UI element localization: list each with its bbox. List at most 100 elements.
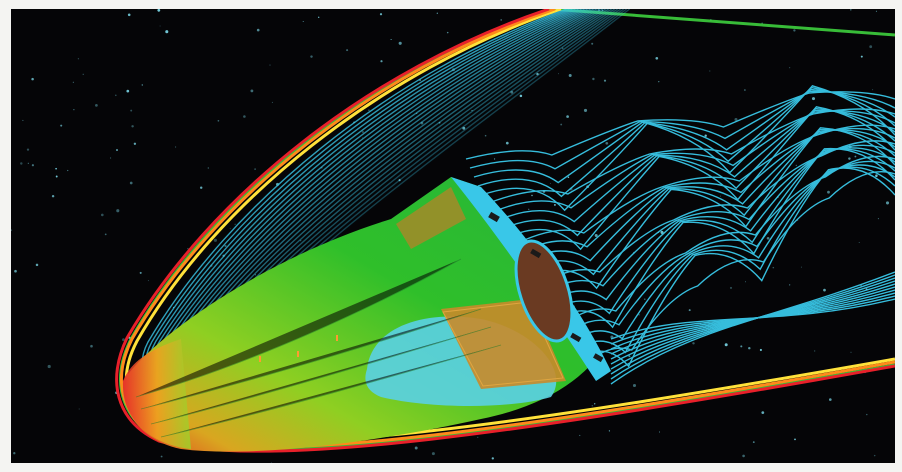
star bbox=[605, 141, 609, 145]
star bbox=[761, 22, 763, 24]
star bbox=[141, 84, 144, 86]
star bbox=[104, 233, 107, 236]
star bbox=[317, 16, 320, 19]
wake-streamline bbox=[533, 147, 895, 313]
lower-streamline bbox=[610, 283, 895, 365]
star bbox=[199, 186, 203, 189]
star bbox=[438, 121, 441, 124]
star bbox=[866, 413, 868, 416]
star bbox=[761, 411, 765, 414]
lower-streamline bbox=[610, 280, 895, 370]
star bbox=[872, 89, 874, 91]
star bbox=[688, 309, 691, 312]
star bbox=[77, 58, 80, 60]
star bbox=[254, 274, 256, 276]
star bbox=[131, 125, 134, 128]
star bbox=[398, 179, 401, 182]
star bbox=[302, 21, 304, 22]
star bbox=[528, 208, 530, 210]
star bbox=[744, 89, 746, 91]
star bbox=[436, 12, 438, 14]
star bbox=[217, 119, 220, 122]
star bbox=[27, 162, 29, 164]
star bbox=[165, 30, 169, 34]
wake-streamline bbox=[553, 164, 895, 358]
star bbox=[561, 47, 564, 50]
star bbox=[157, 9, 161, 12]
star bbox=[60, 124, 63, 127]
star bbox=[704, 134, 707, 137]
star bbox=[720, 195, 721, 197]
star bbox=[850, 9, 852, 11]
wake-streamline bbox=[517, 128, 895, 277]
star bbox=[11, 229, 13, 232]
star bbox=[592, 77, 595, 81]
star bbox=[82, 73, 84, 75]
wake-streamline bbox=[549, 160, 895, 349]
star bbox=[224, 244, 227, 248]
star bbox=[875, 10, 877, 12]
star bbox=[709, 70, 711, 72]
star bbox=[271, 101, 273, 103]
star bbox=[591, 405, 593, 407]
star bbox=[549, 182, 551, 184]
star bbox=[100, 213, 104, 217]
star bbox=[116, 149, 118, 151]
wake-streamline bbox=[545, 155, 895, 340]
star bbox=[608, 430, 611, 432]
wake-streamline bbox=[481, 85, 895, 212]
star bbox=[823, 288, 826, 292]
wake-streamline bbox=[529, 144, 895, 304]
star bbox=[583, 108, 588, 112]
star bbox=[254, 168, 256, 170]
star bbox=[379, 13, 383, 16]
star bbox=[414, 446, 418, 450]
wake-streamline bbox=[505, 124, 895, 250]
star bbox=[446, 31, 449, 34]
star bbox=[471, 109, 473, 112]
star bbox=[814, 350, 816, 352]
star bbox=[22, 119, 24, 121]
star bbox=[579, 434, 581, 436]
star bbox=[655, 56, 659, 60]
star bbox=[885, 201, 890, 205]
wake-streamline bbox=[489, 110, 895, 214]
star bbox=[13, 452, 16, 455]
star bbox=[644, 298, 646, 300]
star bbox=[500, 19, 502, 21]
vehicle-body bbox=[122, 177, 611, 452]
wake-streamline bbox=[477, 86, 895, 198]
lower-streamline bbox=[610, 277, 895, 375]
star bbox=[531, 194, 533, 197]
star bbox=[795, 164, 797, 167]
star bbox=[848, 157, 851, 160]
wake-streamline bbox=[473, 88, 895, 184]
star bbox=[729, 286, 733, 289]
star bbox=[90, 344, 93, 348]
star bbox=[744, 281, 746, 283]
star bbox=[35, 263, 39, 267]
star bbox=[794, 438, 796, 441]
star bbox=[632, 383, 637, 388]
star bbox=[789, 284, 791, 286]
star bbox=[491, 457, 494, 460]
star bbox=[854, 155, 857, 158]
star bbox=[829, 398, 832, 401]
star bbox=[72, 81, 74, 83]
star bbox=[95, 104, 98, 107]
star bbox=[159, 25, 161, 27]
star bbox=[116, 209, 120, 213]
star bbox=[724, 343, 728, 347]
star bbox=[67, 169, 69, 172]
star bbox=[31, 77, 34, 81]
star bbox=[270, 461, 272, 463]
star bbox=[568, 74, 572, 77]
wake-streamline bbox=[465, 91, 895, 160]
star bbox=[256, 28, 260, 32]
lower-streamline bbox=[610, 274, 895, 380]
star bbox=[553, 203, 556, 206]
star bbox=[505, 141, 509, 145]
wake-streamline bbox=[525, 140, 895, 295]
star bbox=[133, 142, 137, 145]
star bbox=[789, 67, 791, 69]
